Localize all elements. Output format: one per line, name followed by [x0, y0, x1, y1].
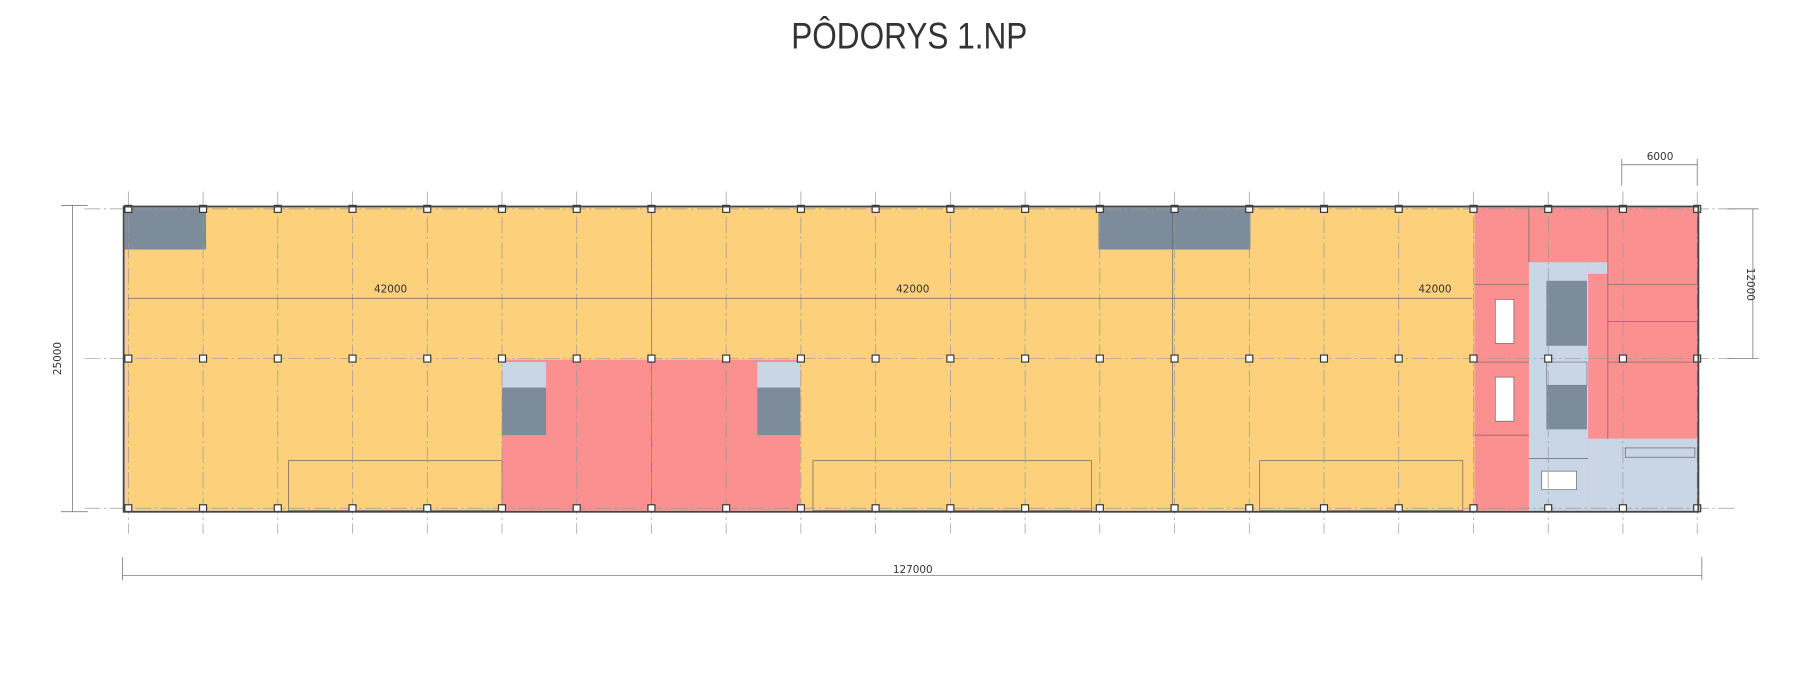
column: [1693, 204, 1702, 213]
column: [796, 204, 805, 213]
column: [1618, 204, 1627, 213]
column: [497, 204, 507, 213]
column: [1095, 204, 1104, 213]
column: [796, 504, 805, 513]
column: [1095, 504, 1104, 513]
column: [124, 504, 133, 513]
dimension-label: 42000: [1418, 283, 1451, 295]
dimension-label: 42000: [374, 283, 407, 295]
column: [1021, 504, 1030, 513]
column: [946, 504, 955, 513]
column: [1021, 204, 1030, 213]
column: [1469, 204, 1478, 213]
column: [1544, 204, 1553, 213]
column: [497, 504, 507, 513]
column: [198, 204, 208, 213]
column: [348, 504, 357, 513]
column: [124, 204, 133, 213]
dimension-label: 12000: [1744, 268, 1756, 301]
entrance-hall: [1588, 438, 1698, 511]
column: [124, 354, 133, 363]
column: [423, 204, 432, 213]
column: [273, 354, 282, 363]
column: [1544, 354, 1553, 363]
column: [1544, 504, 1553, 513]
dimension-lines: [61, 158, 1759, 581]
column: [871, 354, 880, 363]
column: [1245, 204, 1254, 213]
column: [1170, 354, 1179, 363]
column: [1394, 354, 1403, 363]
dimension-label: 127000: [893, 564, 933, 576]
corridor: [1588, 262, 1608, 274]
column: [1469, 354, 1478, 363]
column: [273, 204, 282, 213]
column: [497, 354, 507, 363]
column: [1170, 504, 1179, 513]
column: [423, 504, 432, 513]
column: [946, 354, 955, 363]
meeting-tables: [1494, 299, 1577, 491]
structural-grid: [84, 191, 1736, 534]
toilets: [757, 387, 801, 436]
column: [423, 354, 432, 363]
dimension-label: 6000: [1647, 151, 1674, 163]
column: [1693, 504, 1702, 513]
column: [722, 354, 731, 363]
column: [273, 504, 282, 513]
toilets: [1546, 385, 1587, 430]
column: [198, 354, 208, 363]
column: [1469, 504, 1478, 513]
exterior-wall: [122, 205, 1700, 513]
column: [1095, 354, 1104, 363]
column: [722, 504, 731, 513]
column: [572, 354, 581, 363]
toilets: [1546, 280, 1587, 346]
column: [1618, 354, 1627, 363]
column: [1394, 204, 1403, 213]
toilets: [501, 387, 547, 436]
staircase: [501, 362, 547, 388]
column: [1245, 504, 1254, 513]
column: [1693, 354, 1702, 363]
column: [1245, 354, 1254, 363]
column: [647, 504, 656, 513]
column: [871, 204, 880, 213]
column: [1394, 504, 1403, 513]
dimension-label: 25000: [52, 342, 64, 375]
column: [572, 204, 581, 213]
technical-room: [124, 207, 207, 250]
column: [871, 504, 880, 513]
staircase: [1546, 361, 1588, 386]
column: [1170, 204, 1179, 213]
dimension-label: 42000: [896, 283, 929, 295]
column: [348, 354, 357, 363]
column: [572, 504, 581, 513]
column: [1319, 504, 1329, 513]
column: [1618, 504, 1627, 513]
column: [1319, 204, 1329, 213]
column: [348, 204, 357, 213]
title: PÔDORYS 1.NP: [791, 15, 1027, 57]
column: [198, 504, 208, 513]
column: [946, 204, 955, 213]
column: [722, 204, 731, 213]
column: [1319, 354, 1329, 363]
staircase: [757, 362, 801, 388]
column: [1021, 354, 1030, 363]
column: [647, 354, 656, 363]
column: [647, 204, 656, 213]
column: [796, 354, 805, 363]
